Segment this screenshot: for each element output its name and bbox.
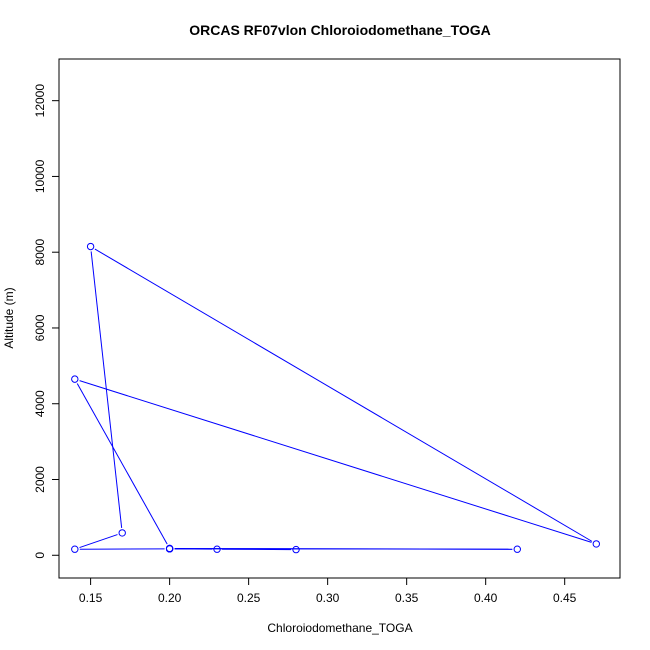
x-tick-label: 0.25 xyxy=(237,591,261,605)
y-axis-label: Altitude (m) xyxy=(2,287,16,348)
y-tick-label: 8000 xyxy=(33,239,47,266)
data-point xyxy=(592,540,600,548)
y-axis: 0 2000 4000 6000 8000 10000 12000 xyxy=(33,84,60,559)
series-line-segment xyxy=(79,534,118,549)
x-tick-label: 0.45 xyxy=(553,591,577,605)
y-tick-label: 12000 xyxy=(33,84,47,118)
x-tick-label: 0.35 xyxy=(395,591,419,605)
data-point xyxy=(513,545,521,553)
x-tick-label: 0.40 xyxy=(474,591,498,605)
series-line-segment xyxy=(76,383,168,545)
y-tick-label: 6000 xyxy=(33,314,47,341)
y-tick-label: 4000 xyxy=(33,390,47,417)
data-point xyxy=(118,529,126,537)
chart-title: ORCAS RF07vlon Chloroiodomethane_TOGA xyxy=(189,22,491,38)
data-point xyxy=(71,375,79,383)
plot-frame xyxy=(58,58,621,579)
data-point xyxy=(165,544,174,553)
series-line-segment xyxy=(90,251,123,529)
x-axis: 0.15 0.20 0.25 0.30 0.35 0.40 0.45 xyxy=(79,577,577,605)
data-point xyxy=(213,545,221,553)
y-tick-label: 0 xyxy=(33,552,47,559)
series-line-segment xyxy=(79,380,592,543)
data-point xyxy=(86,242,95,251)
data-point xyxy=(71,545,79,553)
x-tick-label: 0.30 xyxy=(316,591,340,605)
y-tick-label: 2000 xyxy=(33,466,47,493)
series-layer xyxy=(71,242,600,554)
x-tick-label: 0.20 xyxy=(158,591,182,605)
data-point xyxy=(292,545,300,554)
series-line-segment xyxy=(94,248,593,542)
x-tick-label: 0.15 xyxy=(79,591,103,605)
x-axis-label: Chloroiodomethane_TOGA xyxy=(267,621,412,635)
y-tick-label: 10000 xyxy=(33,159,47,193)
